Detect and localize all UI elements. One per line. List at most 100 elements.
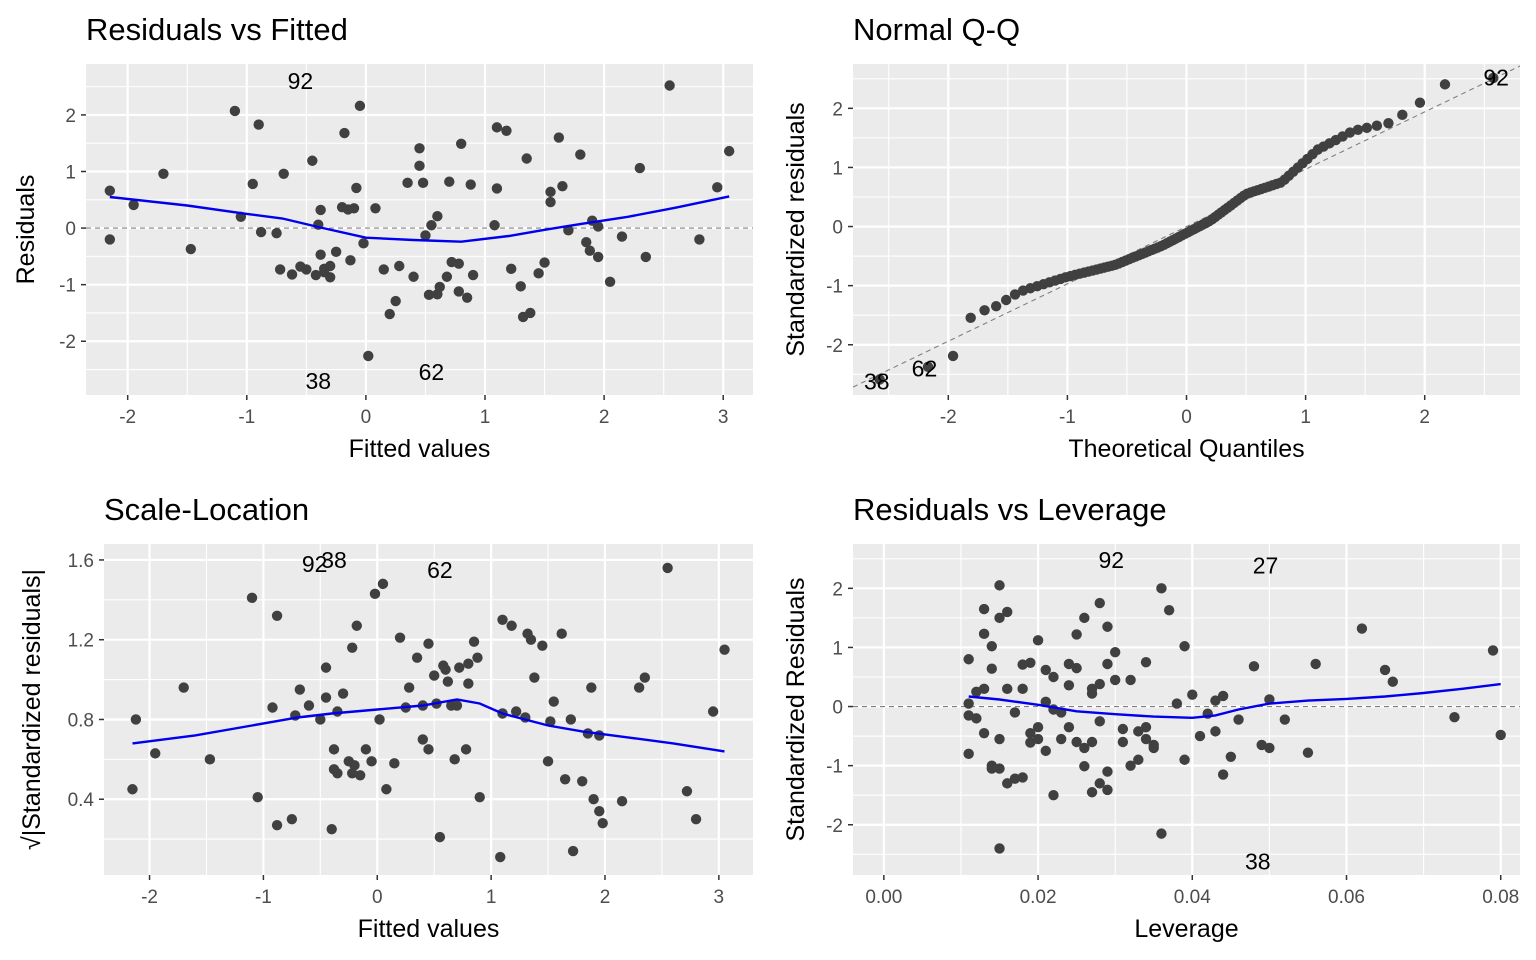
data-point <box>1187 689 1198 700</box>
data-point <box>1352 124 1364 135</box>
point-label: 62 <box>427 557 453 583</box>
data-point <box>664 80 675 91</box>
data-point <box>1140 733 1152 745</box>
data-point <box>255 226 267 238</box>
data-point <box>616 796 628 807</box>
data-point <box>1125 674 1136 686</box>
data-point <box>384 308 395 320</box>
x-tick-label: 0 <box>372 887 383 908</box>
data-point <box>337 688 349 699</box>
data-point <box>529 672 540 683</box>
data-point <box>378 264 389 275</box>
data-point <box>434 831 446 843</box>
data-point <box>324 260 336 272</box>
data-point <box>994 580 1005 591</box>
data-point <box>449 754 460 765</box>
data-point <box>1040 664 1051 676</box>
data-point <box>354 100 366 112</box>
y-tick-label: 0 <box>832 698 843 719</box>
x-tick-label: 0 <box>361 407 372 428</box>
data-point <box>229 105 241 117</box>
smooth-line <box>968 682 1501 720</box>
data-point <box>978 603 990 615</box>
data-point <box>330 246 342 258</box>
data-point <box>441 271 453 282</box>
data-point <box>1302 747 1314 758</box>
data-point <box>414 160 425 172</box>
data-point <box>465 179 476 190</box>
data-point <box>442 676 454 687</box>
data-point <box>252 792 263 803</box>
residuals-vs-fitted-chart: -2 -1 0 1 2 3 -2 -1 0 1 2 92 38 62 Residuals vs Fitted… <box>12 12 753 463</box>
data-point <box>358 238 369 249</box>
data-point <box>986 763 997 774</box>
data-point <box>310 269 322 281</box>
data-point <box>994 763 1005 774</box>
data-point <box>286 813 298 825</box>
data-point <box>307 155 318 166</box>
data-point <box>271 227 282 239</box>
chart-title: Residuals vs Fitted <box>86 12 348 47</box>
residuals-vs-leverage-plot-area <box>853 580 1520 854</box>
data-point <box>320 692 332 703</box>
x-tick-label: -2 <box>141 887 158 908</box>
data-point <box>1040 696 1051 708</box>
data-point <box>332 768 343 779</box>
data-point <box>1495 729 1506 741</box>
data-point <box>1383 118 1394 129</box>
data-point <box>414 143 425 154</box>
data-point <box>1194 730 1206 742</box>
x-tick-label: -2 <box>940 407 957 428</box>
data-point <box>707 706 719 717</box>
data-point <box>1063 680 1075 691</box>
data-point <box>1002 778 1013 789</box>
data-point <box>1264 742 1275 754</box>
data-point <box>468 636 480 647</box>
data-point <box>545 716 556 727</box>
data-point <box>1133 754 1144 765</box>
y-tick-label: 1 <box>832 638 843 659</box>
data-point <box>390 295 401 307</box>
data-point <box>553 132 565 143</box>
data-point <box>1488 72 1499 84</box>
data-point <box>1086 736 1098 748</box>
y-tick-label: 1 <box>65 163 76 184</box>
data-point <box>349 760 360 771</box>
data-point <box>370 203 381 214</box>
data-point <box>271 610 283 621</box>
data-point <box>274 264 286 275</box>
data-point <box>417 734 429 745</box>
data-point <box>130 714 142 725</box>
data-point <box>1414 97 1426 108</box>
x-tick-label: 1 <box>480 407 491 428</box>
data-point <box>463 678 474 689</box>
data-point <box>1156 583 1167 594</box>
x-tick-label: 2 <box>1419 407 1430 428</box>
y-tick-label: -1 <box>59 276 76 297</box>
data-point <box>128 199 139 211</box>
data-point <box>185 243 197 255</box>
data-point <box>545 196 556 208</box>
data-point <box>1000 294 1012 306</box>
data-point <box>495 851 506 863</box>
data-point <box>491 122 503 133</box>
data-point <box>1025 727 1036 739</box>
x-tick-label: 0.00 <box>865 887 902 908</box>
y-tick-label: -2 <box>826 336 843 357</box>
data-point <box>428 670 440 681</box>
y-tick-label: 2 <box>832 579 843 600</box>
data-point <box>1279 714 1291 725</box>
data-point <box>1344 127 1356 138</box>
data-point <box>440 664 451 675</box>
residuals-vs-fitted-panel <box>86 64 753 395</box>
data-point <box>594 730 605 741</box>
data-point <box>150 748 161 759</box>
data-point <box>453 286 465 297</box>
data-point <box>423 744 434 755</box>
data-point <box>1063 658 1075 670</box>
data-point <box>1086 688 1098 699</box>
data-point <box>1233 714 1244 725</box>
data-point <box>1094 597 1105 609</box>
data-point <box>1094 678 1105 690</box>
data-point <box>1032 635 1044 646</box>
